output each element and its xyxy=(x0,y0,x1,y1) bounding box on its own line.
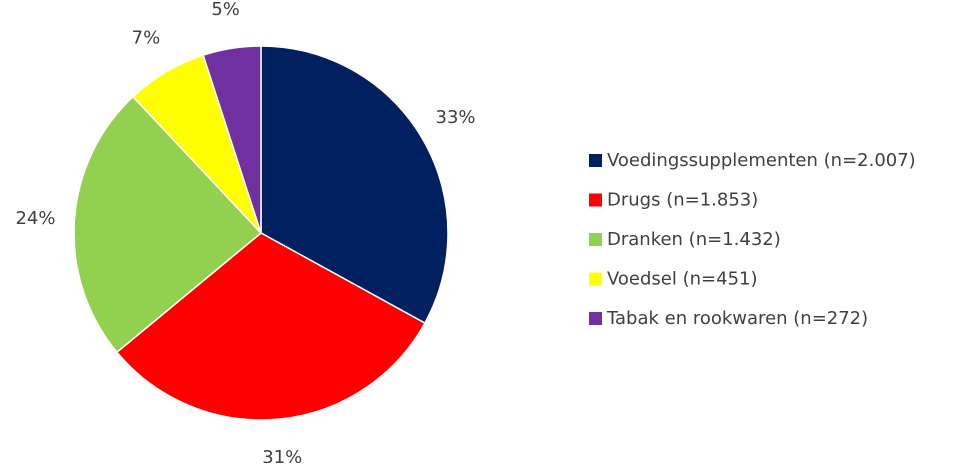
data-label: 33% xyxy=(436,107,476,128)
pie-slice xyxy=(260,45,449,325)
pie-slice xyxy=(115,232,426,421)
data-label: 31% xyxy=(262,447,302,463)
legend-swatch xyxy=(589,154,602,167)
data-label: 24% xyxy=(15,208,55,229)
legend-label: Voedsel (n=451) xyxy=(607,269,758,290)
pie-slice xyxy=(73,95,263,354)
legend-swatch xyxy=(589,272,602,286)
legend-label: Drugs (n=1.853) xyxy=(607,190,758,211)
legend-swatch xyxy=(589,312,602,325)
legend-label: Tabak en rookwaren (n=272) xyxy=(606,308,868,329)
legend-label: Voedingssupplementen (n=2.007) xyxy=(607,150,916,171)
legend-swatch xyxy=(589,233,602,246)
pie-slice xyxy=(202,45,262,234)
legend-swatch xyxy=(589,193,602,207)
legend-label: Dranken (n=1.432) xyxy=(607,229,781,250)
data-label: 7% xyxy=(132,27,161,48)
data-label: 5% xyxy=(211,0,240,20)
